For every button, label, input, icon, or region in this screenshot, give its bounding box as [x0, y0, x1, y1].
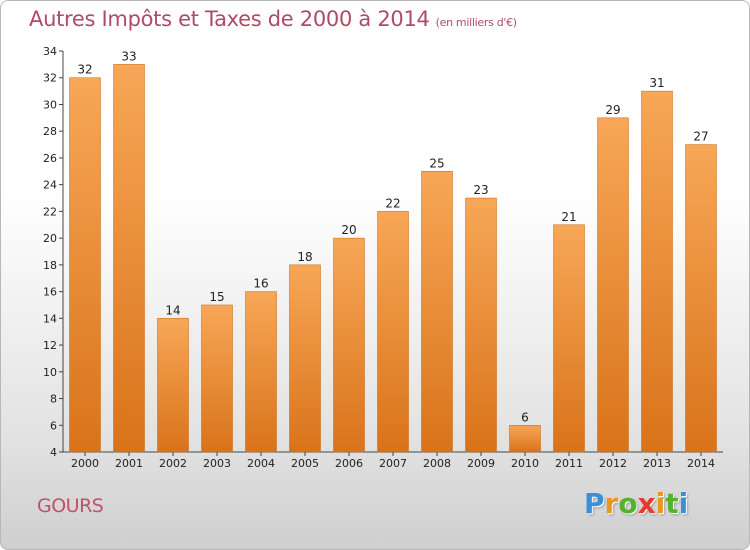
data-label-2010: 6 — [521, 410, 529, 424]
chart-bars — [69, 64, 717, 453]
logo-letter: r — [604, 487, 619, 520]
x-tick-label: 2000 — [71, 457, 99, 470]
data-label-2003: 15 — [209, 290, 224, 304]
bar-2001 — [113, 64, 145, 453]
x-tick-label: 2003 — [203, 457, 231, 470]
x-tick-label: 2011 — [555, 457, 583, 470]
logo-letter: x — [637, 487, 656, 520]
logo-letter: o — [618, 487, 638, 520]
data-label-2005: 18 — [297, 250, 312, 264]
bar-2003 — [201, 304, 233, 453]
y-tick-label: 16 — [43, 286, 57, 299]
data-label-2008: 25 — [429, 156, 444, 170]
x-tick-label: 2007 — [379, 457, 407, 470]
x-tick-label: 2014 — [687, 457, 715, 470]
bar-2006 — [333, 237, 365, 453]
proxiti-logo: Proxiti — [584, 487, 688, 520]
x-tick-label: 2009 — [467, 457, 495, 470]
y-tick-label: 12 — [43, 339, 57, 352]
bar-2011 — [553, 224, 585, 453]
data-label-2006: 20 — [341, 223, 356, 237]
logo-letter: i — [655, 487, 666, 520]
bar-2008 — [421, 171, 453, 453]
y-tick-label: 28 — [43, 125, 57, 138]
y-tick-label: 8 — [50, 393, 57, 406]
y-tick-label: 20 — [43, 232, 57, 245]
x-tick-label: 2013 — [643, 457, 671, 470]
data-label-2013: 31 — [649, 76, 664, 90]
data-label-2001: 33 — [121, 49, 136, 63]
y-tick-label: 4 — [50, 446, 57, 459]
chart-axes: 4 6 8 10 12 14 16 18 20 22 24 26 28 30 32 34 — [43, 45, 723, 459]
y-tick-label: 14 — [43, 312, 57, 325]
chart-unit: (en milliers d'€) — [435, 16, 517, 29]
bar-2000 — [69, 77, 101, 453]
chart-labels: 2000 32 2001 33 2002 14 2003 15 2004 16 2005 18 2006… — [71, 49, 715, 470]
y-tick-label: 6 — [50, 419, 57, 432]
bar-2004 — [245, 291, 277, 453]
data-label-2004: 16 — [253, 277, 268, 291]
bar-2013 — [641, 90, 673, 453]
data-label-2002: 14 — [165, 303, 180, 317]
bar-2007 — [377, 211, 409, 453]
data-label-2012: 29 — [605, 103, 620, 117]
x-tick-label: 2001 — [115, 457, 143, 470]
x-tick-label: 2012 — [599, 457, 627, 470]
logo-letter: i — [678, 487, 689, 520]
bar-2010 — [509, 425, 541, 453]
y-tick-label: 18 — [43, 259, 57, 272]
y-tick-label: 22 — [43, 205, 57, 218]
x-tick-label: 2005 — [291, 457, 319, 470]
x-tick-label: 2002 — [159, 457, 187, 470]
x-tick-label: 2010 — [511, 457, 539, 470]
x-tick-label: 2004 — [247, 457, 275, 470]
y-tick-label: 24 — [43, 179, 57, 192]
data-label-2009: 23 — [473, 183, 488, 197]
chart-title: Autres Impôts et Taxes de 2000 à 2014 (en… — [29, 7, 517, 31]
bar-2005 — [289, 264, 321, 453]
bar-2012 — [597, 117, 629, 453]
data-label-2007: 22 — [385, 196, 400, 210]
bar-2014 — [685, 144, 717, 453]
y-tick-label: 26 — [43, 152, 57, 165]
y-tick-label: 34 — [43, 45, 57, 58]
chart-title-text: Autres Impôts et Taxes de 2000 à 2014 — [29, 7, 430, 31]
data-label-2000: 32 — [77, 63, 92, 77]
commune-name: GOURS — [37, 495, 104, 517]
bar-2002 — [157, 318, 189, 453]
data-label-2014: 27 — [693, 130, 708, 144]
y-tick-label: 32 — [43, 72, 57, 85]
logo-letter: P — [584, 487, 605, 520]
bar-2009 — [465, 197, 497, 453]
logo-letter: t — [665, 487, 679, 520]
y-tick-label: 10 — [43, 366, 57, 379]
data-label-2011: 21 — [561, 210, 576, 224]
y-tick-label: 30 — [43, 98, 57, 111]
x-tick-label: 2008 — [423, 457, 451, 470]
x-tick-label: 2006 — [335, 457, 363, 470]
